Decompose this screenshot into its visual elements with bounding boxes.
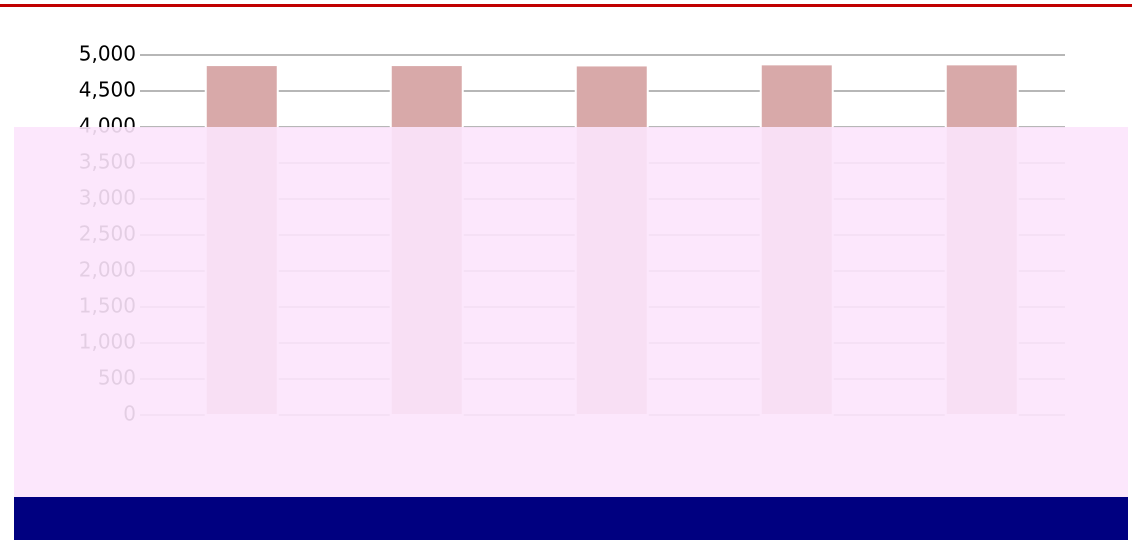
y-tick-label: 5,000 xyxy=(79,42,136,66)
footer-band xyxy=(14,497,1128,540)
overlay xyxy=(14,127,1128,497)
y-tick-label: 4,500 xyxy=(79,78,136,102)
header-rule xyxy=(0,4,1132,7)
